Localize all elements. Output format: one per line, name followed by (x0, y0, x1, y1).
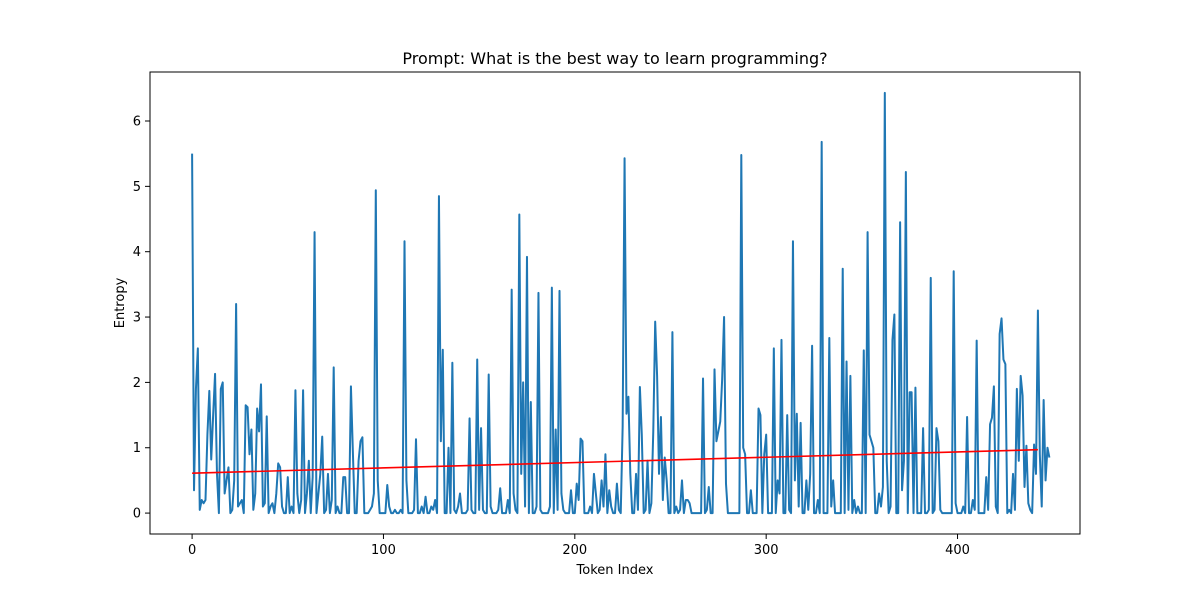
x-tick-label: 300 (754, 543, 779, 558)
x-tick-label: 400 (945, 543, 970, 558)
y-axis: 0 1 2 3 4 5 6 (133, 115, 150, 522)
y-tick-label: 4 (133, 245, 141, 260)
y-tick-label: 1 (133, 441, 141, 456)
x-tick-label: 0 (188, 543, 196, 558)
y-axis-label: Entropy (113, 277, 128, 328)
plot-frame (149, 71, 1081, 535)
x-axis: 0 100 200 300 400 (188, 534, 970, 558)
x-tick-label: 100 (371, 543, 396, 558)
y-tick-label: 2 (133, 376, 141, 391)
chart-title: Prompt: What is the best way to learn pr… (402, 49, 827, 68)
y-tick-label: 3 (133, 311, 141, 326)
y-tick-label: 6 (133, 115, 141, 130)
y-tick-label: 0 (133, 507, 141, 522)
series-line-trend (192, 448, 1038, 475)
x-axis-label: Token Index (576, 563, 654, 578)
x-tick-label: 200 (562, 543, 587, 558)
y-tick-label: 5 (133, 180, 141, 195)
series-line-entropy (191, 91, 1051, 515)
